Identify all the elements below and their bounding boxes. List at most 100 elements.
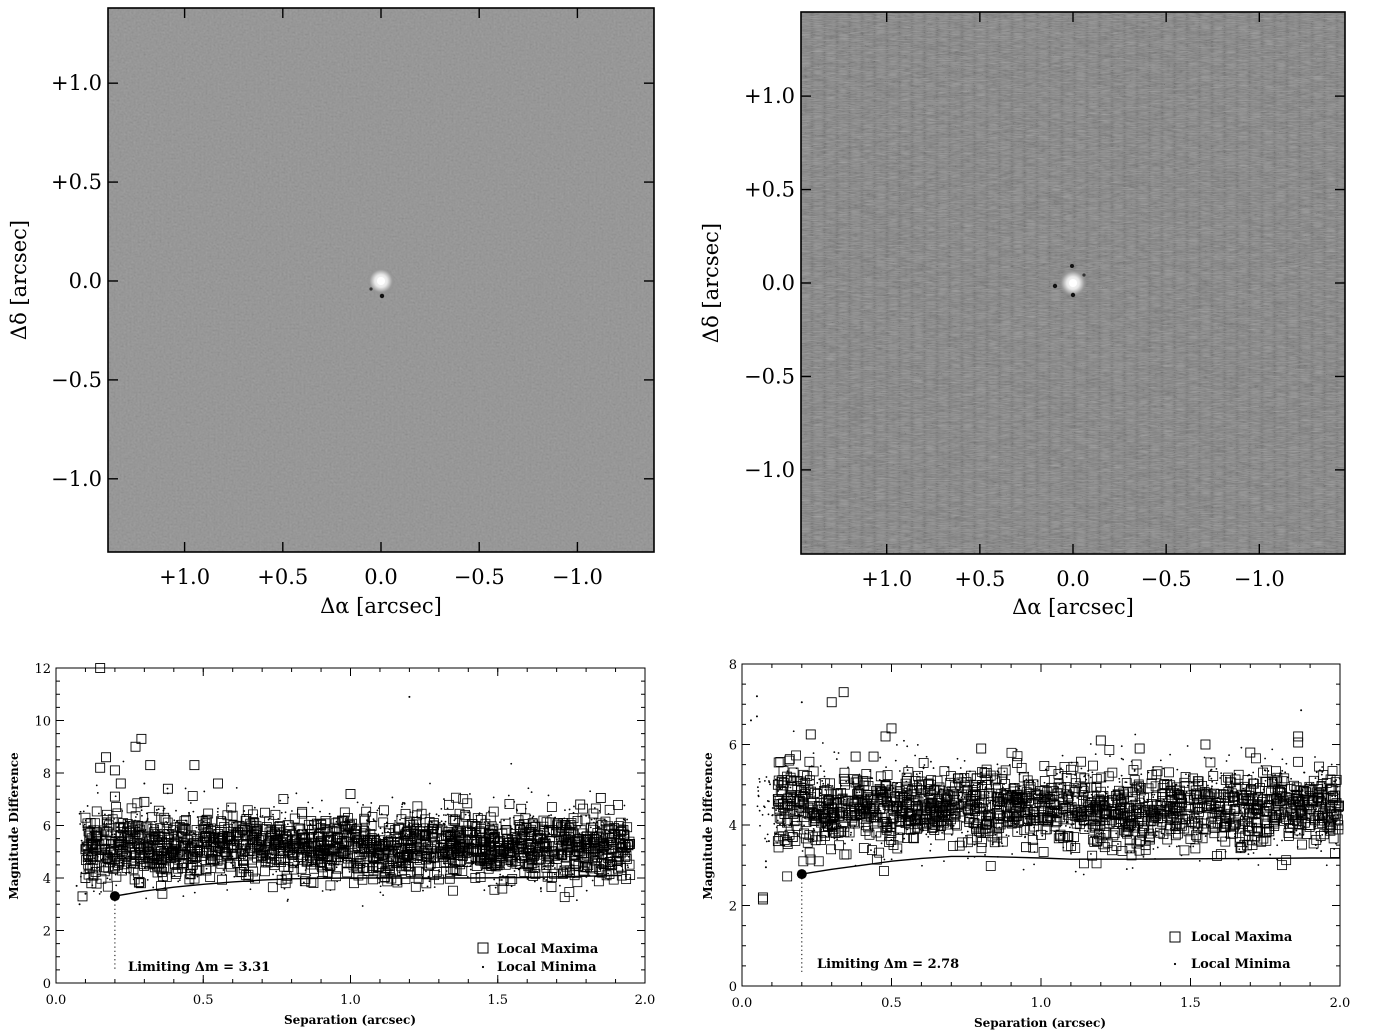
panel-3-minima-point [466,875,469,878]
panel-3-minima-point [86,837,89,840]
panel-4-minima-point [1229,801,1232,804]
panel-3-minima-point [489,829,492,832]
panel-3-maxima-point [316,819,327,829]
panel-4-minima-point [1007,810,1010,813]
panel-3-minima-point [165,820,167,823]
panel-4-maxima-point [950,809,961,819]
panel-3-maxima-point [412,810,422,821]
panel-3-maxima-point [396,861,407,872]
panel-3-minima-point [82,829,85,831]
panel-4-maxima-point [834,806,845,817]
panel-3-minima-point [389,850,391,853]
panel-3-minima-point [411,852,414,855]
panel-3-maxima-point [329,843,340,854]
panel-4-maxima-point [861,769,872,779]
panel-3-minima-point [189,802,192,804]
panel-4-minima-point [1169,827,1172,830]
panel-4-minima-point [1215,782,1218,785]
panel-3-minima-point [405,832,407,835]
panel-2-x-tick-label: 0.0 [1056,567,1089,591]
panel-4-minima-point [1285,762,1288,765]
panel-3-annotation: Limiting Δm = 3.31 [128,960,270,975]
panel-4-maxima-point [968,791,979,802]
panel-3-maxima-point [378,839,388,849]
panel-4-minima-point [1001,811,1004,814]
panel-3-minima-point [368,821,371,824]
panel-3-minima-point [464,813,467,816]
panel-3-maxima-point [91,806,102,817]
panel-4-minima-point [1245,823,1248,825]
panel-4-maxima-point [1134,803,1145,814]
panel-3-minima-point [305,843,308,846]
panel-3-minima-point [447,858,450,861]
panel-1-x-tick-label: 0.0 [364,565,397,589]
panel-3-minima-point [89,855,92,858]
panel-3-minima-point [578,838,581,841]
panel-4-minima-point [876,819,879,822]
panel-3-minima-point [211,856,214,858]
panel-3-minima-point [485,865,488,868]
panel-4-maxima-point [1122,828,1132,839]
panel-3-minima-point [454,826,457,829]
panel-3-minima-point [222,847,225,850]
panel-4-maxima-point [1026,815,1037,825]
panel-3-maxima-point [595,792,606,803]
panel-3-minima-point [553,867,556,869]
panel-4-maxima-point [1209,828,1220,839]
panel-4-minima-point [1033,792,1036,795]
panel-3-minima-point [491,847,493,850]
panel-4-maxima-point [850,751,861,762]
panel-3-minima-point [161,851,164,854]
panel-3-minima-point [430,847,433,850]
panel-3-maxima-point [178,838,189,849]
panel-1-y-tick-labels: +1.0+0.50.0−0.5−1.0 [51,71,102,491]
panel-4-minima-point [1304,791,1306,794]
panel-3-minima-point [220,873,223,876]
panel-3-minima-point [192,810,195,813]
panel-3-minima-point [390,835,393,838]
panel-3-minima-point [425,866,428,869]
panel-4-minima-point [1183,808,1186,810]
panel-3-minima-point [594,843,596,846]
panel-4-maxima-point [900,816,911,827]
panel-3-minima-point [144,851,147,854]
panel-3-minima-point [476,844,479,847]
panel-3-minima-point [626,864,629,867]
panel-3-minima-point [572,841,575,844]
panel-3-minima-point [524,849,526,852]
panel-3-minima-point [455,831,458,833]
panel-3-minima-point [391,849,393,852]
panel-4-minima-point [1321,812,1324,814]
panel-3-maxima-point [559,892,570,903]
panel-3-minima-point [283,887,286,890]
panel-3-minima-point [235,831,237,833]
panel-3-minima-point [273,837,276,840]
panel-3-minima-point [132,825,135,828]
panel-3-minima-point [363,847,366,850]
panel-3-minima-point [598,825,600,828]
panel-4-minima-point [1067,789,1070,792]
panel-4-minima-point [1170,829,1173,832]
panel-3-minima-point [564,809,566,812]
panel-4-minima-point [1152,796,1155,799]
panel-4-minima-point [1264,801,1267,803]
panel-3-minima-point [262,858,264,860]
panel-3-minima-point [475,824,478,827]
panel-4-minima-point [1276,844,1279,847]
panel-4-minima-point [1303,814,1306,817]
panel-3-maxima-point [188,859,198,870]
panel-4-maxima-point [917,791,928,802]
panel-4-maxima-point [861,813,872,824]
panel-3-minima-point [548,840,551,843]
panel-3-minima-point [164,845,167,848]
panel-4-minima-point [1267,799,1270,802]
panel-3-maxima-point [325,880,336,891]
panel-4-minima-point [1311,799,1314,801]
panel-3-minima-point [468,793,471,795]
panel-3-minima-point [622,851,625,854]
panel-3-maxima-point [81,841,92,852]
panel-4-maxima-point [1253,800,1264,811]
panel-3-minima-point [291,863,294,866]
panel-4-maxima-point [1157,789,1167,800]
panel-3-minima-point [226,848,229,851]
